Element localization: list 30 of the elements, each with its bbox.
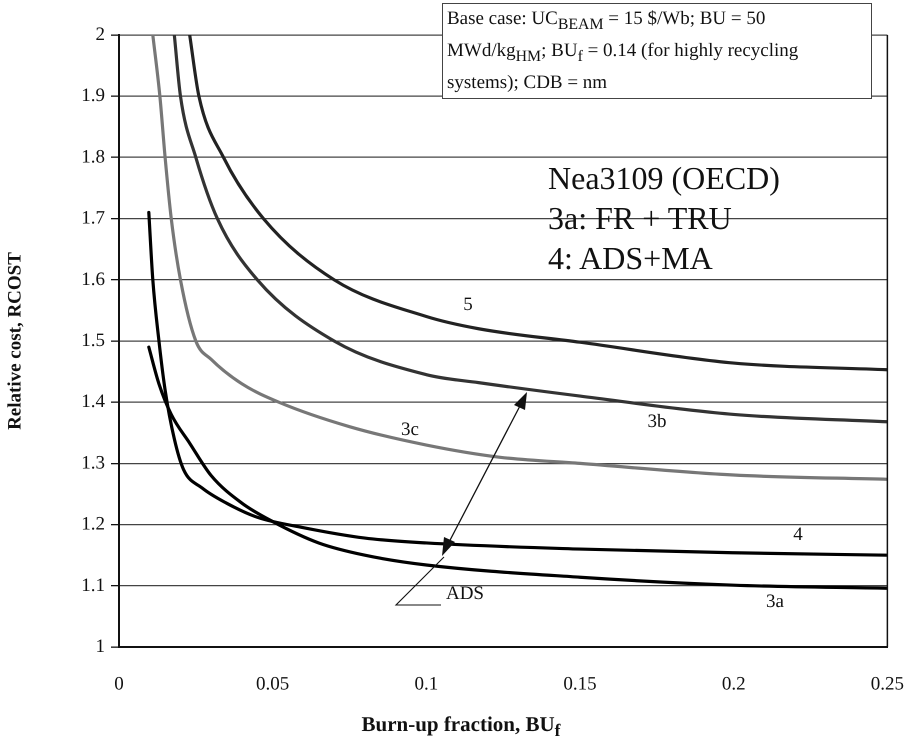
- y-tick-label: 1.6: [81, 268, 105, 290]
- annotation: 3c: [401, 419, 419, 441]
- annotation: 3b: [648, 411, 666, 433]
- y-tick-label: 1.9: [81, 85, 105, 106]
- y-tick-label: 2: [96, 24, 105, 45]
- annotation: 4: ADS+MA: [548, 239, 714, 278]
- annotation: 4: [793, 524, 803, 546]
- y-tick-label: 1.2: [81, 514, 105, 535]
- y-tick-label: 1.8: [81, 146, 105, 168]
- line-series: [151, 35, 888, 481]
- line-series: [188, 35, 888, 372]
- annotation: Nea3109 (OECD): [548, 159, 780, 198]
- x-tick-label: 0.2: [722, 673, 746, 694]
- annotation: ADS: [446, 583, 484, 605]
- text-box: Base case: UC$_{BEAM}$ = 15 $/Wb; BU = 50 MWd/kg$_{HM}$; BU$_{f}$ = 0.14 (for highly recycling systems); CDB = nm: [442, 3, 872, 99]
- y-tick-label: 1.3: [81, 452, 105, 474]
- x-tick-label: 0.15: [563, 673, 597, 694]
- y-axis-title: Relative cost, RCOST: [4, 252, 26, 430]
- x-tick-label: 0: [114, 673, 124, 694]
- x-axis-title: Burn-up fraction, BU$_{f}$: [360, 712, 562, 742]
- x-tick-label: 0.1: [414, 673, 438, 694]
- x-tick-label: 0.25: [870, 673, 904, 694]
- y-tick-label: 1.5: [81, 330, 105, 351]
- annotation: 5: [463, 294, 473, 316]
- x-tick-label: 0.05: [256, 673, 290, 694]
- y-tick-label: 1.4: [81, 391, 106, 412]
- y-tick-label: 1: [96, 636, 105, 657]
- y-tick-label: 1.1: [81, 574, 105, 596]
- y-tick-label: 1.7: [81, 208, 105, 229]
- annotation: 3a: [766, 591, 784, 613]
